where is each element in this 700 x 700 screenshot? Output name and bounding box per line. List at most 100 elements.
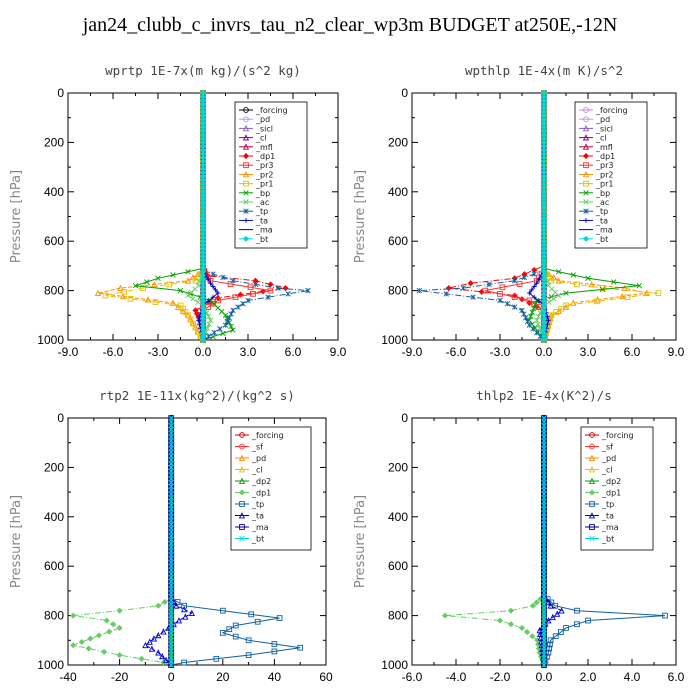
series-point [536, 325, 543, 331]
legend-marker [582, 124, 590, 132]
series-point [247, 284, 254, 291]
series-point [205, 304, 211, 310]
series-point [226, 626, 233, 633]
legend-label: _cl [251, 466, 263, 475]
series-point [555, 277, 562, 284]
series-point [563, 625, 569, 631]
series-point [102, 292, 109, 299]
chart-panel-1: wprtp 1E-7x(m kg)/(s^2 kg) Pressure [hPa]… [9, 63, 347, 359]
y-tick-label: 200 [388, 460, 408, 474]
legend-label: _cl [595, 134, 607, 143]
x-tick-label: 0 [168, 670, 175, 684]
series-point [181, 602, 187, 609]
series-point [117, 284, 124, 291]
series-point [599, 285, 606, 291]
series-point [545, 599, 552, 606]
series-point [529, 309, 535, 316]
series-point [547, 602, 554, 609]
series-point [210, 300, 216, 307]
series-point [511, 304, 518, 310]
series-point [460, 285, 467, 291]
series-point [215, 290, 221, 296]
x-tick-label: -20 [111, 670, 129, 684]
legend-label: _forcing [601, 431, 634, 440]
series-line-pr3 [485, 93, 545, 340]
series-point [486, 281, 492, 288]
y-tick-label: 800 [388, 284, 408, 298]
legend-marker [243, 208, 249, 214]
legend-marker [243, 116, 249, 123]
legend-label: _dp1 [255, 152, 275, 161]
series-point [533, 599, 540, 606]
series-point [276, 615, 283, 621]
series-point [140, 285, 146, 291]
series-point [210, 294, 216, 300]
series-point [211, 329, 217, 336]
series-point [146, 638, 153, 645]
series-point [535, 321, 541, 327]
series-point [185, 292, 191, 299]
legend-label: _ac [255, 198, 269, 207]
x-tick-label: 2.0 [580, 670, 597, 684]
legend-marker [583, 107, 589, 113]
x-tick-label: 4.0 [624, 670, 641, 684]
series-point [531, 305, 537, 312]
x-tick-label: -9.0 [402, 345, 423, 359]
legend-marker [238, 489, 246, 496]
legend-marker [588, 477, 596, 484]
legend-marker [239, 535, 245, 542]
panel-title: wprtp 1E-7x(m kg)/(s^2 kg) [105, 63, 301, 78]
series-point [574, 621, 580, 628]
series-point [182, 613, 189, 620]
x-tick-label: 60 [319, 670, 333, 684]
series-point [445, 285, 452, 292]
series-point [507, 621, 515, 628]
series-point [180, 606, 188, 613]
series-point [159, 652, 166, 660]
series-point [205, 333, 212, 340]
series-point [85, 645, 92, 652]
x-tick-label: 3.0 [580, 345, 597, 359]
series-point [230, 278, 236, 284]
legend-marker [588, 466, 596, 473]
legend-label: _bt [601, 535, 614, 544]
series-point [217, 326, 223, 332]
series-point [552, 633, 559, 640]
y-tick-label: 800 [44, 609, 64, 623]
series-point [531, 284, 537, 289]
series-point [563, 302, 569, 309]
series-point [536, 304, 542, 310]
series-point [441, 612, 449, 619]
series-point [70, 612, 77, 619]
series-point [548, 312, 555, 319]
chart-panel-3: rtp2 1E-11x(kg^2)/(kg^2 s) Pressure [hPa]… [9, 388, 333, 684]
x-tick-label: 9.0 [668, 345, 685, 359]
legend-marker [243, 199, 249, 205]
series-point [470, 294, 476, 300]
y-tick-label: 600 [388, 559, 408, 573]
y-tick-label: 0 [57, 411, 64, 425]
legend-marker [238, 466, 246, 473]
series-point [482, 287, 489, 294]
x-tick-label: -2.0 [490, 670, 511, 684]
legend-label: _ta [595, 216, 608, 225]
series-point [169, 299, 177, 306]
legend-label: _dp1 [251, 489, 271, 498]
legend-marker [243, 107, 249, 113]
legend-label: _forcing [251, 431, 284, 440]
y-tick-label: 400 [44, 510, 64, 524]
series-point [227, 281, 234, 287]
chart-panel-4: thlp2 1E-4x(K^2)/s Pressure [hPa] -6.0 -4.0… [353, 388, 685, 684]
series-line-tp [419, 93, 545, 341]
series-point [174, 303, 182, 310]
series-point [570, 272, 577, 278]
series-point [94, 289, 102, 296]
legend-marker [589, 501, 595, 507]
series-point [535, 313, 542, 320]
series-point [549, 613, 556, 621]
legend-label: _ma [251, 523, 269, 532]
series-point [531, 271, 537, 277]
series-point [232, 633, 239, 640]
series-point [138, 655, 145, 662]
